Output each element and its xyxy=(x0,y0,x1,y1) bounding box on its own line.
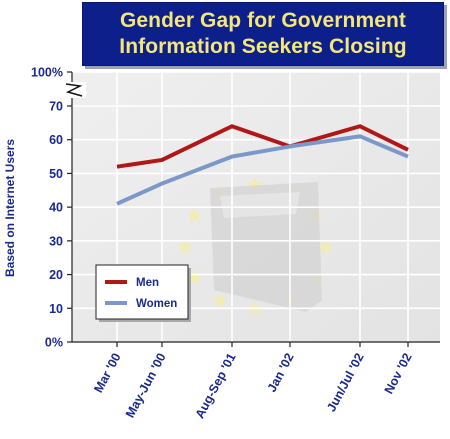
x-tick-label: Jan '02 xyxy=(265,351,297,395)
chart-title-line-1: Gender Gap for Government xyxy=(119,9,407,32)
y-tick-label: 50 xyxy=(49,167,63,181)
watermark-star-icon: ★ xyxy=(175,235,195,260)
legend-label-women: Women xyxy=(136,298,177,310)
legend xyxy=(95,264,189,320)
x-tick-label: Aug-Sep '01 xyxy=(193,351,239,421)
watermark-star-icon: ★ xyxy=(210,289,230,314)
y-tick-label: 0% xyxy=(45,336,63,350)
y-tick-label: 100% xyxy=(31,66,63,80)
watermark-paper-icon xyxy=(220,192,300,218)
x-tick-label: Mar '00 xyxy=(91,351,123,395)
chart-title-box: Gender Gap for Government Information Se… xyxy=(82,2,444,66)
series-line-women xyxy=(116,134,409,206)
x-tick-label: Jun/Jul '02 xyxy=(324,351,366,414)
chart-title-line-2: Information Seekers Closing xyxy=(119,35,407,58)
y-tick-label: 30 xyxy=(49,234,63,248)
axis-break-icon xyxy=(65,83,83,97)
legend-label-men: Men xyxy=(136,277,159,289)
x-tick-label: Nov '02 xyxy=(382,351,415,396)
y-tick-label: 20 xyxy=(49,268,63,282)
series-line-men xyxy=(116,124,409,169)
y-tick-label: 10 xyxy=(49,302,63,316)
watermark-star-icon: ★ xyxy=(185,204,205,229)
x-tick-label: May-Jun '00 xyxy=(123,351,169,420)
y-tick-label: 70 xyxy=(49,100,63,114)
y-axis-label: Based on Internet Users xyxy=(3,139,17,277)
y-tick-label: 60 xyxy=(49,133,63,147)
watermark-star-icon: ★ xyxy=(245,297,265,322)
y-tick-label: 40 xyxy=(49,201,63,215)
